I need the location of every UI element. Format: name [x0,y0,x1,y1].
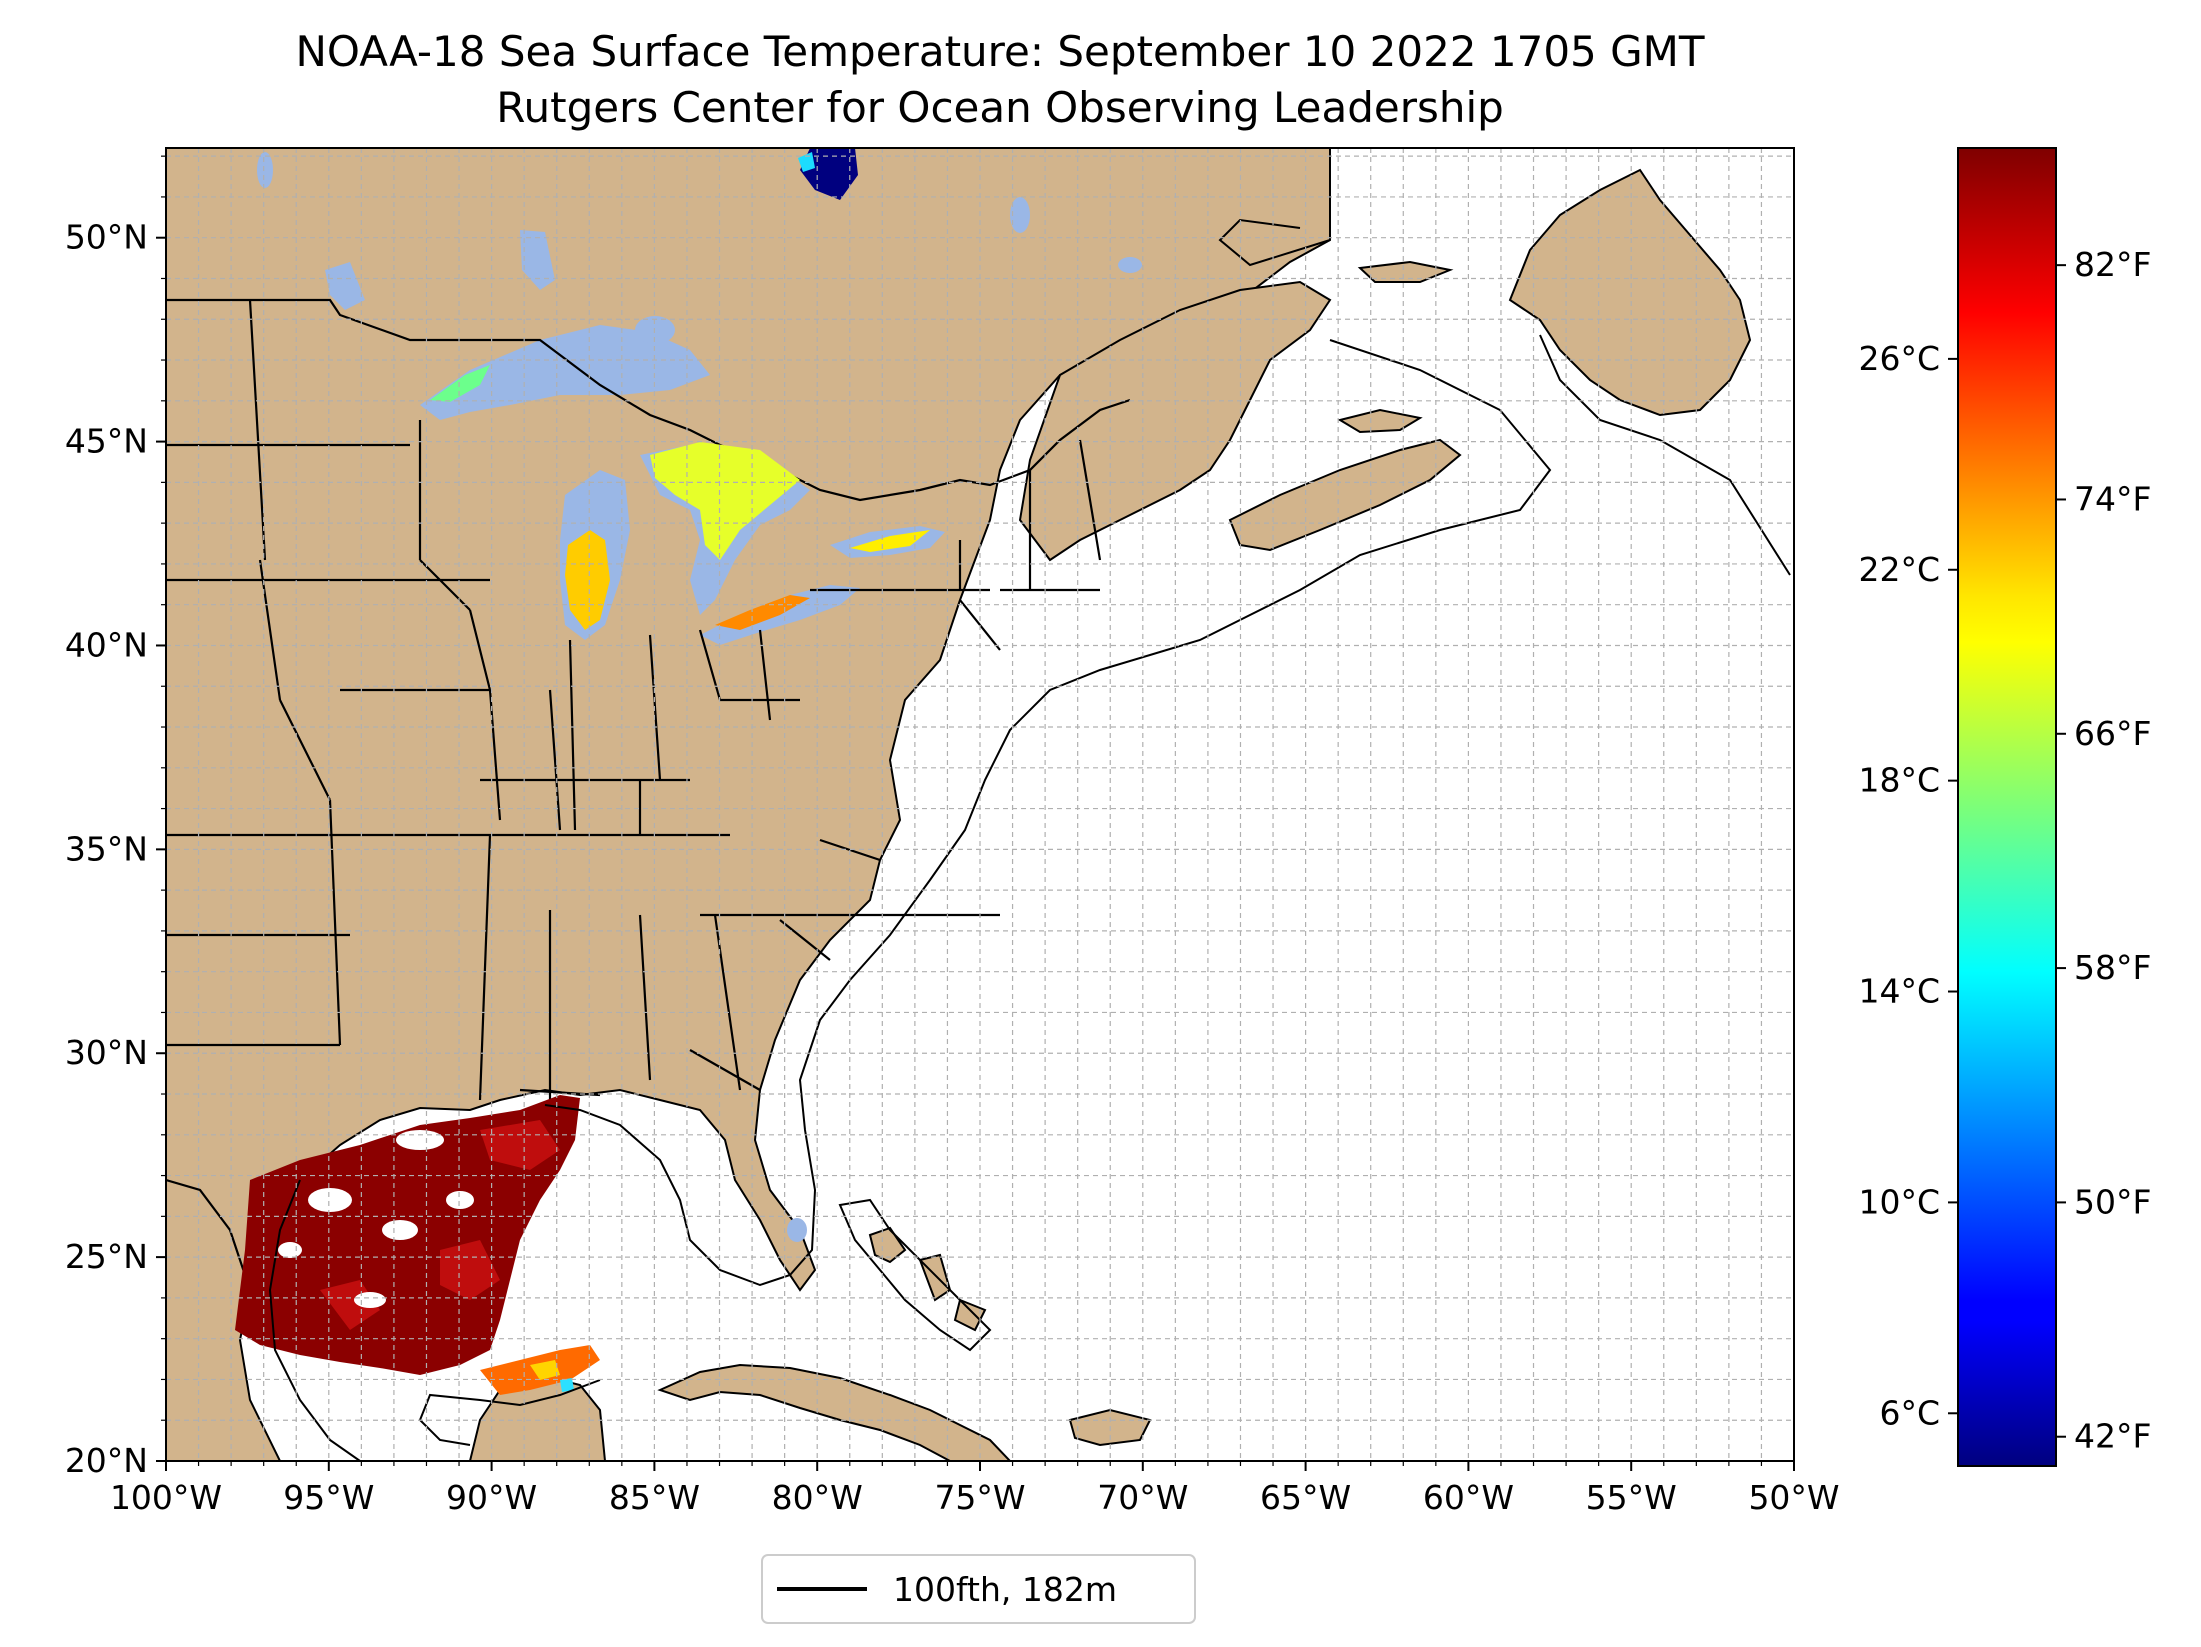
sst-hudson-bay-cyan [798,152,815,172]
lake-manitoba [257,152,273,188]
colorbar-celsius-axis: 6°C 10°C 14°C 18°C 22°C 26°C [1858,339,1958,1432]
sst-lake-superior [430,365,490,402]
colorbar-fahrenheit-axis: 42°F 50°F 58°F 66°F 74°F 82°F [2056,245,2151,1456]
lat-tick-label: 35°N [65,829,148,868]
us-mexico-border [166,1178,252,1291]
lon-tick-label: 55°W [1586,1478,1677,1517]
lat-tick-label: 30°N [65,1033,148,1072]
lake-winnipeg [520,230,555,290]
nova-scotia-land [1228,438,1462,552]
sst-hudson-bay-field [800,148,858,200]
longitude-axis: 100°W 95°W 90°W 85°W 80°W 75°W 70°W 65°W 60°W 55°… [110,1461,1840,1517]
fahrenheit-tick-label: 58°F [2074,948,2151,987]
anticosti-land [1357,260,1454,283]
sst-gulf-south-yellow [530,1360,560,1380]
lon-tick-label: 50°W [1748,1478,1839,1517]
celsius-tick-label: 6°C [1879,1393,1940,1432]
lake-small-1 [1010,197,1030,233]
celsius-tick-label: 26°C [1858,339,1940,378]
colorbar-gradient [1957,147,2057,1467]
fahrenheit-tick-label: 50°F [2074,1182,2151,1221]
lon-tick-label: 90°W [446,1478,537,1517]
legend-box [761,1554,1196,1624]
lon-tick-label: 60°W [1423,1478,1514,1517]
celsius-tick-label: 18°C [1858,761,1940,800]
lon-tick-label: 95°W [283,1478,374,1517]
isobath-gulf [268,1179,601,1461]
lon-tick-label: 70°W [1097,1478,1188,1517]
sst-gulf-gaps [278,1130,474,1308]
celsius-tick-label: 22°C [1858,550,1940,589]
lat-tick-label: 50°N [65,218,148,257]
lon-tick-label: 65°W [1260,1478,1351,1517]
sst-gulf-hot-patches [320,1120,560,1330]
sst-gulf-south-cyan [560,1378,574,1392]
fahrenheit-tick-label: 42°F [2074,1417,2151,1456]
map-gridlines [166,148,1794,1461]
sst-lake-erie [715,595,810,630]
lake-superior [420,325,710,420]
map-title: NOAA-18 Sea Surface Temperature: Septemb… [295,27,1704,76]
sst-lake-ontario [850,530,930,552]
map-panel: 100°W 95°W 90°W 85°W 80°W 75°W 70°W 65°W 60°W 55°… [65,147,1840,1517]
legend-label: 100fth, 182m [893,1570,1117,1609]
isobath-atlantic-shelf [544,218,1791,1287]
sst-great-lakes-layer [430,365,930,630]
land-layer [166,148,1752,1461]
lat-tick-label: 25°N [65,1237,148,1276]
celsius-tick-label: 14°C [1858,972,1940,1011]
fahrenheit-tick-label: 74°F [2074,479,2151,518]
fahrenheit-tick-label: 66°F [2074,714,2151,753]
lake-okeechobee [787,1218,807,1242]
celsius-tick-label: 10°C [1858,1182,1940,1221]
lat-tick-label: 20°N [65,1441,148,1480]
isobath-legend: 100fth, 182m [761,1554,1196,1624]
lat-tick-label: 45°N [65,422,148,461]
colorbar: 6°C 10°C 14°C 18°C 22°C 26°C 42°F 50°F 58°F 66°F… [1858,147,2151,1467]
cuba-land [657,1363,1012,1461]
fahrenheit-tick-label: 82°F [2074,245,2151,284]
pei-land [1337,408,1423,434]
lon-tick-label: 85°W [609,1478,700,1517]
lon-tick-label: 80°W [772,1478,863,1517]
lon-tick-label: 75°W [934,1478,1025,1517]
lon-tick-label: 100°W [110,1478,222,1517]
latitude-axis: 20°N 25°N 30°N 35°N 40°N 45°N 50°N [65,155,166,1480]
isobath-100fth [268,218,1791,1461]
map-subtitle: Rutgers Center for Ocean Observing Leade… [496,83,1504,132]
lake-winnipeg-south [325,262,365,310]
sst-data-layer [235,148,858,1395]
sst-lake-huron [650,442,800,560]
lake-small-2 [1118,257,1142,273]
lat-tick-label: 40°N [65,625,148,664]
newfoundland-land [1508,168,1752,417]
